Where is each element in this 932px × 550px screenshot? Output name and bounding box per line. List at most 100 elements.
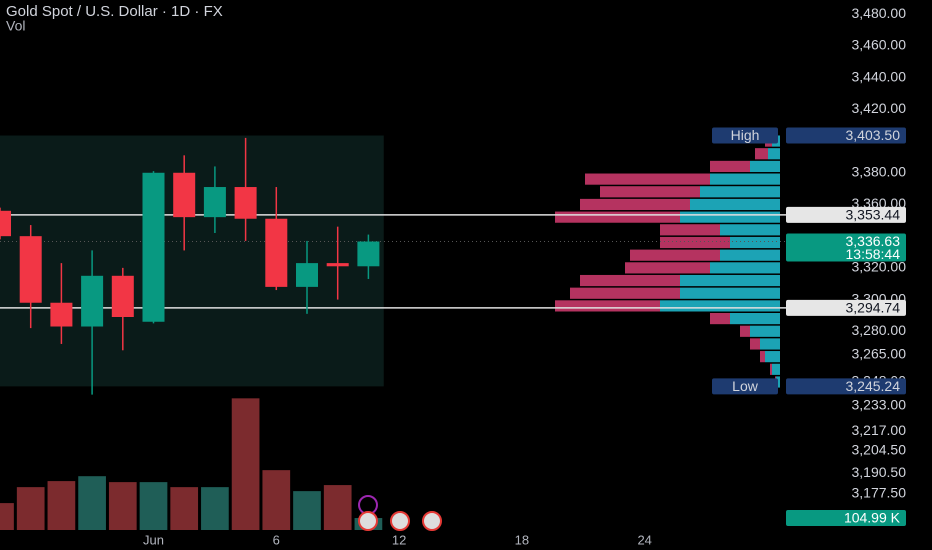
profile-down <box>585 173 710 185</box>
candle-body <box>234 187 257 219</box>
candle-body <box>173 172 196 218</box>
profile-down <box>625 262 710 274</box>
main-layer <box>0 137 790 395</box>
candle-body <box>296 263 318 287</box>
y-tick-label: 3,204.50 <box>852 442 907 458</box>
y-tick-label: 3,380.00 <box>852 163 907 179</box>
y-tick-label: 3,480.00 <box>852 5 907 21</box>
profile-up <box>765 351 780 363</box>
profile-down <box>600 186 700 198</box>
last-price-box <box>786 233 906 262</box>
profile-down <box>555 300 660 312</box>
range-name-box <box>712 378 778 395</box>
profile-up <box>720 224 780 236</box>
volume-bar <box>262 470 291 530</box>
volume-bar <box>231 398 260 530</box>
volume-bar <box>108 482 137 530</box>
profile-down <box>740 325 750 337</box>
x-tick-label: 12 <box>392 532 406 547</box>
profile-up <box>750 325 780 337</box>
profile-up <box>730 236 780 249</box>
y-tick-label: 3,460.00 <box>852 37 907 53</box>
event-icon <box>390 511 410 531</box>
candle-body <box>50 302 73 327</box>
last-price: 3,336.63 <box>846 233 901 249</box>
volume-bar <box>170 487 199 530</box>
volume-bar <box>201 487 229 530</box>
line-label-box <box>786 299 906 316</box>
last-volume-box <box>786 510 906 527</box>
profile-down <box>630 249 720 261</box>
event-icon <box>358 511 378 531</box>
profile-down <box>555 211 680 223</box>
line-label: 3,294.74 <box>846 300 901 316</box>
y-tick-label: 3,190.50 <box>852 464 907 480</box>
profile-up <box>680 211 780 223</box>
y-tick-label: 3,265.00 <box>852 346 907 362</box>
y-tick-label: 3,280.00 <box>852 322 907 338</box>
volume-bar <box>0 503 14 530</box>
axis-layer: 3,480.00 3,460.00 3,440.00 3,420.00 3,380.00… <box>143 0 932 550</box>
y-tick-label: 3,233.00 <box>852 396 907 412</box>
profile-up <box>710 262 780 274</box>
range-name: High <box>731 127 760 143</box>
event-icon <box>422 511 442 531</box>
profile-up <box>750 160 780 173</box>
range-name: Low <box>732 378 759 394</box>
line-label: 3,353.44 <box>846 207 901 223</box>
range-value: 3,245.24 <box>846 378 901 394</box>
profile-up <box>760 338 780 350</box>
profile-up <box>772 363 780 375</box>
line-label-box <box>786 206 906 223</box>
profile-up <box>690 198 780 211</box>
profile-down <box>750 338 760 350</box>
candle-body <box>0 210 11 237</box>
x-tick-label: 6 <box>273 532 280 547</box>
volume-bar <box>78 476 106 530</box>
volume-bar <box>139 482 168 530</box>
x-tick-label: Jun <box>143 532 164 547</box>
candle-body <box>203 187 226 218</box>
profile-up <box>680 274 780 287</box>
candle-body <box>111 275 134 318</box>
profile-up <box>660 300 780 312</box>
event-icons <box>358 495 442 531</box>
profile-down <box>580 274 680 287</box>
profile-down <box>710 160 750 173</box>
y-tick-label: 3,177.50 <box>852 484 907 500</box>
profile-down <box>760 351 765 363</box>
profile-up <box>710 173 780 185</box>
profile-up <box>720 249 780 261</box>
profile-down <box>570 287 680 299</box>
profile-up <box>730 312 780 325</box>
candle-body <box>326 263 349 267</box>
y-tick-label: 3,420.00 <box>852 100 907 116</box>
profile-down <box>660 236 730 249</box>
profile-up <box>680 287 780 299</box>
last-volume: 104.99 K <box>844 510 901 526</box>
range-name-box <box>712 127 778 144</box>
y-tick-label: 3,440.00 <box>852 68 907 84</box>
candle-body <box>19 236 42 303</box>
chart-title: Gold Spot / U.S. Dollar · 1D · FX <box>6 3 223 20</box>
profile-down <box>580 198 690 211</box>
volume-bar <box>293 491 321 530</box>
profile-up <box>768 148 780 160</box>
price-axis <box>790 0 932 550</box>
x-tick-label: 18 <box>515 532 529 547</box>
range-value-box <box>786 127 906 144</box>
candle-body <box>265 218 288 287</box>
volume-bar <box>323 485 352 530</box>
countdown: 13:58:44 <box>846 246 901 262</box>
profile-up <box>700 186 780 198</box>
profile-down <box>755 148 768 160</box>
profile-down <box>660 224 720 236</box>
candle-body <box>81 275 104 327</box>
candle-body <box>142 172 165 322</box>
profile-down <box>770 363 772 375</box>
volume-bar <box>16 487 45 530</box>
x-tick-label: 24 <box>637 532 651 547</box>
volume-title: Vol <box>6 18 25 34</box>
range-value-box <box>786 378 906 395</box>
